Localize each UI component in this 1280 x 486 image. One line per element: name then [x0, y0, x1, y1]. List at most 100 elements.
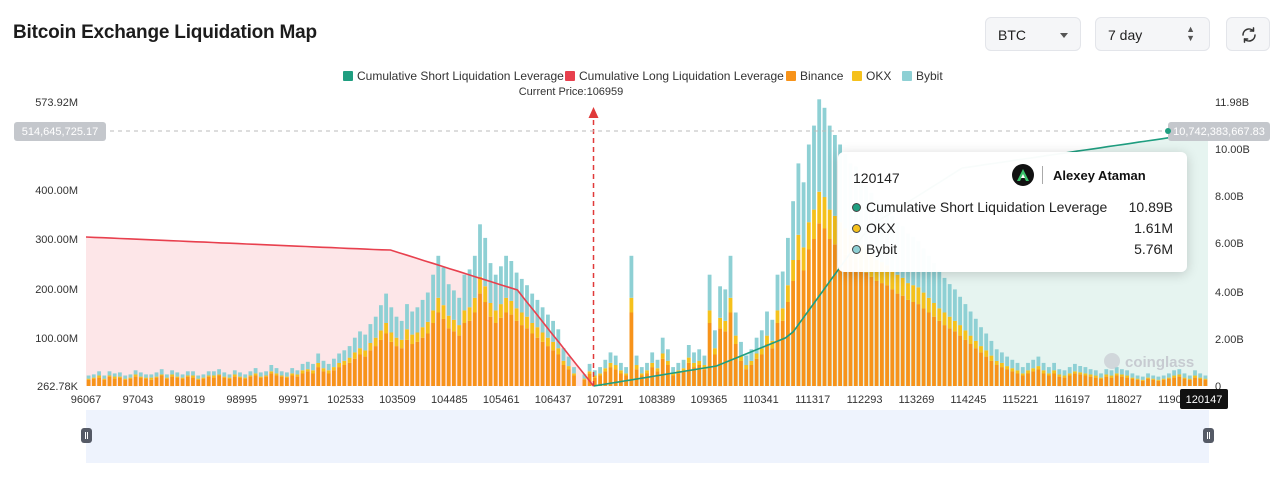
x-axis-tick-label: 114245: [950, 394, 986, 406]
x-axis-tick-label: 98995: [226, 394, 257, 406]
okx-bar: [102, 378, 107, 380]
binance-bar: [379, 339, 383, 386]
binance-bar: [645, 373, 649, 386]
bybit-bar: [697, 349, 702, 361]
x-axis-tick-label: 98019: [175, 394, 206, 406]
bybit-bar: [274, 368, 279, 374]
okx-bar: [587, 371, 592, 374]
bybit-bar: [467, 269, 472, 308]
okx-bar: [827, 209, 832, 239]
bybit-bar: [739, 341, 743, 356]
binance-bar: [420, 337, 425, 386]
bybit-bar: [1172, 370, 1176, 376]
refresh-icon: [1242, 27, 1256, 43]
bybit-bar: [399, 320, 404, 340]
legend-label: Cumulative Short Liquidation Leverage: [357, 69, 564, 83]
binance-bar: [535, 337, 540, 386]
binance-bar: [483, 302, 488, 386]
bybit-bar: [686, 345, 691, 358]
okx-bar: [472, 297, 477, 313]
okx-bar: [1114, 373, 1119, 376]
okx-bar: [97, 375, 101, 378]
okx-bar: [880, 262, 884, 284]
bybit-bar: [1015, 362, 1020, 371]
okx-bar: [196, 378, 201, 380]
okx-bar: [666, 360, 670, 365]
y-axis-tick-label: 573.92M: [35, 97, 78, 109]
bybit-bar: [926, 255, 931, 298]
bybit-bar: [149, 374, 154, 378]
okx-bar: [504, 297, 508, 313]
bybit-bar: [1067, 367, 1072, 374]
tooltip-row-value: 5.76M: [1134, 241, 1173, 257]
x-axis-tick-label: 116197: [1054, 394, 1090, 406]
bybit-bar: [629, 255, 634, 298]
binance-bar: [154, 377, 159, 386]
binance-bar: [1057, 376, 1062, 387]
binance-bar: [352, 358, 357, 386]
y2-axis-tick-label: 10.00B: [1215, 144, 1250, 156]
bybit-bar: [681, 359, 686, 369]
bybit-bar: [1146, 373, 1150, 378]
binance-bar: [838, 249, 842, 386]
binance-bar: [217, 375, 221, 386]
range-select[interactable]: 7 day ▲ ▼: [1095, 17, 1210, 51]
binance-bar: [363, 356, 368, 386]
bybit-bar: [812, 125, 816, 210]
binance-bar: [133, 376, 138, 387]
tooltip-row: Bybit 5.76M: [852, 240, 1173, 258]
bybit-bar: [947, 284, 952, 317]
tooltip-row-value: 1.61M: [1134, 220, 1173, 236]
binance-bar: [1000, 367, 1004, 386]
bybit-bar: [608, 352, 613, 363]
bybit-bar: [248, 371, 253, 376]
okx-bar: [639, 373, 644, 376]
okx-bar: [645, 370, 649, 374]
binance-bar: [1203, 379, 1208, 386]
bybit-bar: [561, 348, 566, 361]
bybit-bar: [389, 307, 394, 333]
legend-label: OKX: [866, 69, 891, 83]
bybit-bar: [321, 360, 326, 369]
bybit-bar: [206, 371, 211, 376]
bybit-bar: [979, 327, 983, 347]
y2-axis-tick-label: 0: [1215, 381, 1221, 393]
okx-bar: [728, 297, 733, 313]
okx-bar: [462, 310, 467, 323]
bybit-bar: [1140, 376, 1145, 380]
binance-bar: [613, 369, 618, 386]
okx-bar: [1156, 379, 1161, 381]
legend-label: Binance: [800, 69, 844, 83]
x-axis-tick-label: 99971: [278, 394, 309, 406]
bybit-bar: [624, 367, 628, 374]
okx-bar: [457, 325, 462, 336]
zoom-scrollbar[interactable]: [86, 410, 1209, 463]
okx-bar: [1005, 366, 1009, 370]
binance-bar: [906, 299, 910, 386]
binance-bar: [519, 325, 524, 386]
okx-bar: [410, 334, 415, 345]
binance-bar: [170, 376, 174, 387]
bybit-bar: [138, 372, 143, 377]
okx-bar: [191, 375, 195, 378]
okx-bar: [452, 319, 456, 332]
okx-bar: [285, 376, 289, 378]
binance-bar: [279, 376, 284, 387]
bybit-bar: [953, 289, 957, 321]
okx-bar: [1161, 378, 1166, 380]
zoom-handle-right[interactable]: [1203, 428, 1214, 443]
coin-select[interactable]: BTC: [985, 17, 1081, 51]
okx-bar: [321, 368, 326, 372]
okx-bar: [906, 283, 910, 300]
okx-bar: [1187, 378, 1192, 380]
x-axis-tick-label: 110341: [743, 394, 779, 406]
okx-bar: [759, 348, 764, 355]
tooltip-row-name: Cumulative Short Liquidation Leverage: [866, 199, 1108, 215]
bybit-bar: [592, 370, 597, 376]
brand-logo-icon: [1012, 164, 1034, 186]
okx-bar: [425, 321, 430, 334]
binance-bar: [744, 369, 749, 386]
okx-bar: [530, 323, 535, 334]
zoom-handle-left[interactable]: [81, 428, 92, 443]
refresh-button[interactable]: [1226, 17, 1270, 51]
